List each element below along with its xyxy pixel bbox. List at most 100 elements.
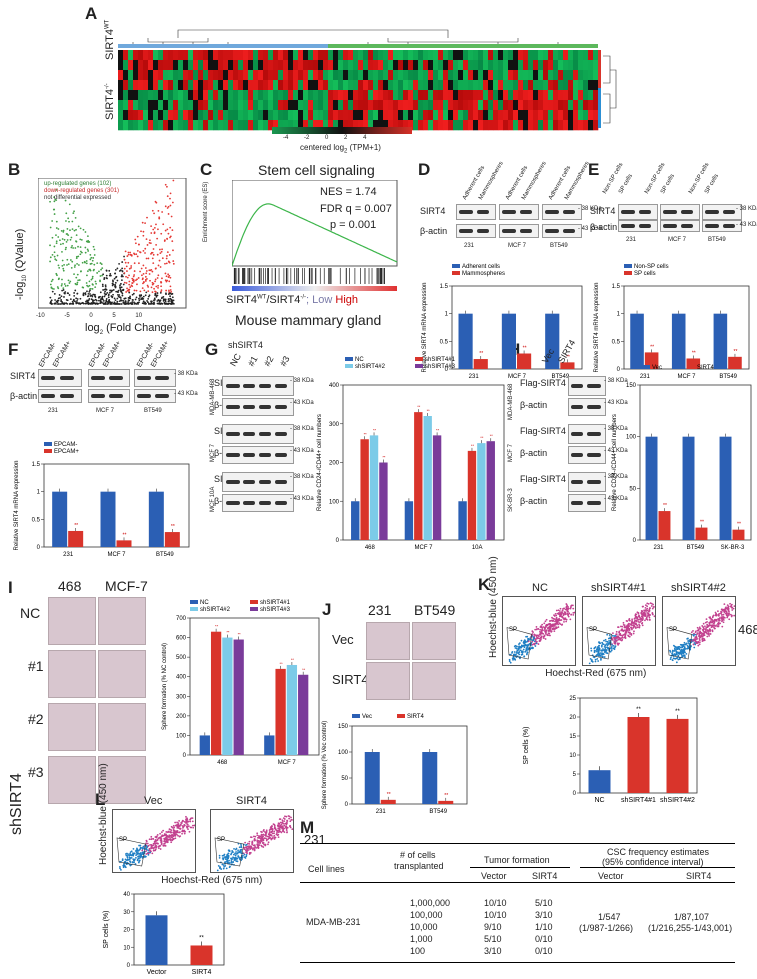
- row-label: #3: [28, 764, 44, 780]
- band: [91, 394, 105, 398]
- flow-l: Vec SP SIRT4 SP 231 Hoechst-Red (675 nm) Hoech…: [96, 763, 326, 893]
- sphere-photo: [98, 650, 146, 698]
- bar: [438, 800, 454, 804]
- lane-label: Vec: [540, 346, 557, 365]
- y-tick-label: 150: [626, 383, 637, 389]
- table-h-csc2: (95% confidence interval): [602, 857, 704, 867]
- kda-label: - 43 KDa: [290, 496, 314, 502]
- band: [520, 229, 532, 233]
- legend-swatch: [190, 607, 198, 611]
- band: [226, 384, 240, 388]
- band: [459, 210, 473, 214]
- kda-label: - 43 KDa: [604, 448, 628, 454]
- y-axis-label: Relative CD24-/CD44+ cell numbers: [612, 414, 618, 511]
- bar: [713, 313, 728, 369]
- y-tick-label: 1.5: [440, 284, 449, 290]
- bar: [686, 358, 701, 369]
- cell-line-label: 231: [48, 408, 59, 414]
- panel-label-l: L: [95, 790, 106, 809]
- row-label: β-actin: [520, 496, 548, 506]
- flow-title: shSIRT4#2: [671, 582, 726, 594]
- plot-frame: [351, 725, 468, 805]
- table-h-num: # of cells: [400, 850, 436, 860]
- column-dendrogram: [132, 29, 559, 47]
- bar: [423, 416, 432, 540]
- sig-label: **: [636, 707, 641, 713]
- flow-scatter: SP: [582, 596, 656, 666]
- panel-label-f: F: [8, 340, 19, 359]
- legend-label: SIRT4: [697, 365, 715, 371]
- bar: [719, 436, 732, 540]
- panel-label-j: J: [322, 600, 332, 619]
- flow-ylabel: Hoechst-blue (450 nm): [98, 763, 109, 865]
- bar: [52, 491, 68, 547]
- x-tick-label: MCF 7: [278, 760, 297, 766]
- svg-text:SP: SP: [669, 627, 677, 633]
- flow-title: SIRT4: [236, 795, 267, 807]
- table-cell: 3/10: [484, 946, 502, 956]
- band: [621, 224, 635, 228]
- x-tick-label: MCF 7: [678, 374, 697, 380]
- sphere-photo: [412, 662, 456, 700]
- band: [275, 384, 287, 388]
- sig-label: **: [480, 435, 484, 440]
- row-label: β-actin: [520, 400, 548, 410]
- sig-label: **: [238, 632, 242, 637]
- band: [41, 394, 55, 398]
- blot-strip: [702, 220, 742, 232]
- volcano-legend-ns: not differential expressed: [44, 195, 111, 201]
- gsea-fdr: FDR q = 0.007: [320, 203, 392, 215]
- table-cell: 1/10: [535, 922, 553, 932]
- cell-line-label: MCF 7: [508, 444, 514, 462]
- band: [723, 210, 735, 214]
- table-cell: 10,000: [410, 922, 438, 932]
- blot-strip: [222, 376, 294, 396]
- band: [639, 224, 651, 228]
- bar: [379, 462, 388, 540]
- sig-label: **: [490, 433, 494, 438]
- bar: [501, 313, 516, 369]
- blot-strip: [542, 204, 582, 220]
- blot-strip: [660, 220, 700, 232]
- x-tick-label: NC: [594, 797, 604, 804]
- band: [681, 210, 693, 214]
- y-tick-label: 1: [617, 312, 621, 318]
- bar: [627, 717, 650, 793]
- blot-strip: [542, 224, 582, 238]
- svg-text:SP: SP: [217, 837, 225, 843]
- panel-label-d: D: [418, 160, 431, 179]
- band: [243, 480, 255, 484]
- legend-swatch: [624, 271, 632, 275]
- y-tick-label: 1: [37, 490, 41, 496]
- x-tick-label: MCF 7: [508, 374, 527, 380]
- table-cell: 5/10: [535, 898, 553, 908]
- blot-h: Vec SIRT4 Flag-SIRT4 - 38 KDa β-actin - 43 KD…: [508, 338, 628, 555]
- cell-line-label: 231: [626, 237, 637, 243]
- bar: [666, 718, 689, 793]
- band: [663, 210, 677, 214]
- y-tick-label: 100: [626, 435, 637, 441]
- y-tick-label: 20: [123, 928, 130, 934]
- sig-label: **: [123, 532, 127, 538]
- row-label: β-actin: [10, 391, 38, 401]
- legend-label: SIRT4: [407, 714, 425, 720]
- row-label-wt: SIRT4WT: [104, 19, 116, 60]
- band: [663, 224, 677, 228]
- legend-swatch: [415, 364, 423, 368]
- bar: [671, 313, 686, 369]
- row-label: SIRT4: [332, 672, 369, 687]
- y-axis-label: Sphere formation (% Vec control): [322, 721, 328, 809]
- y-tick-label: 0.5: [32, 517, 41, 523]
- band: [563, 210, 575, 214]
- sphere-photo: [98, 756, 146, 804]
- gsea-subtitle: Mouse mammary gland: [235, 312, 382, 328]
- kda-label: - 38 KDa: [290, 426, 314, 432]
- sig-label: **: [427, 408, 431, 413]
- bar: [222, 637, 233, 755]
- y-tick-label: 15: [569, 734, 576, 740]
- y-tick-label: 0: [127, 963, 131, 969]
- cell-line-label: MCF 7: [668, 237, 686, 243]
- table-cell: 10/10: [484, 910, 507, 920]
- sphere-photo: [366, 662, 410, 700]
- bar: [364, 752, 380, 804]
